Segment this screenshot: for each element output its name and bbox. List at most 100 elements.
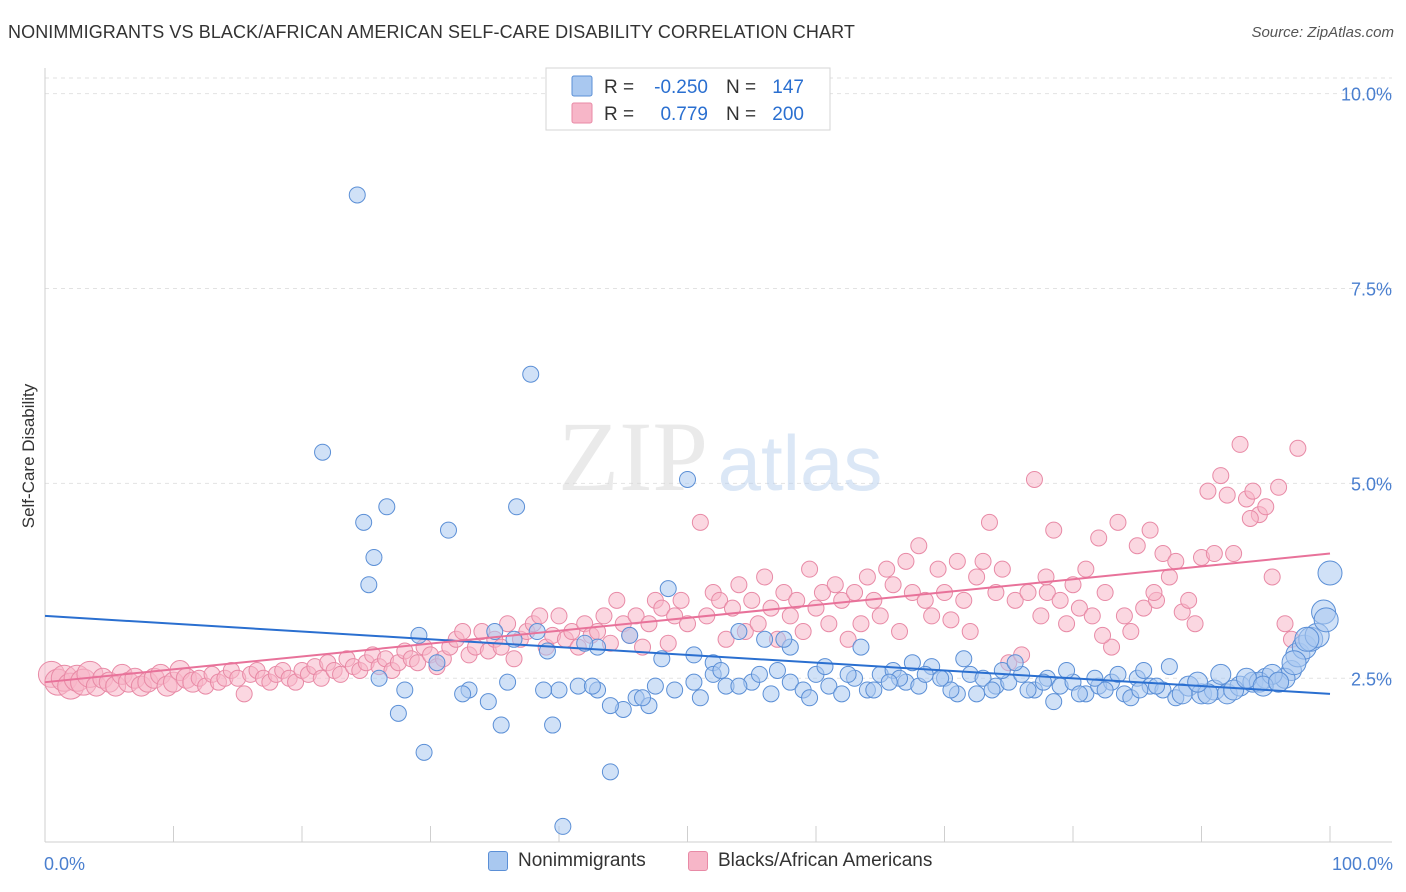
point-nonimmigrants — [932, 669, 950, 687]
point-blacks — [1058, 615, 1076, 633]
point-nonimmigrants — [1313, 607, 1339, 633]
point-nonimmigrants — [820, 677, 838, 695]
point-blacks — [1109, 513, 1127, 531]
point-blacks — [1083, 607, 1101, 625]
trend-lines — [44, 552, 1331, 695]
point-nonimmigrants — [1058, 661, 1076, 679]
point-nonimmigrants — [781, 673, 799, 691]
point-blacks — [1160, 568, 1178, 586]
point-nonimmigrants — [1187, 671, 1209, 693]
point-nonimmigrants — [852, 638, 870, 656]
point-nonimmigrants — [621, 626, 639, 644]
point-nonimmigrants — [1034, 673, 1052, 691]
point-nonimmigrants — [550, 681, 568, 699]
point-nonimmigrants — [583, 677, 601, 695]
point-blacks — [871, 607, 889, 625]
watermark-zip: ZIP — [558, 401, 708, 512]
legend-swatch — [488, 851, 508, 871]
point-nonimmigrants — [634, 689, 652, 707]
point-blacks — [640, 615, 658, 633]
point-blacks — [807, 599, 825, 617]
point-nonimmigrants — [775, 630, 793, 648]
point-blacks — [1154, 545, 1172, 563]
point-nonimmigrants — [365, 548, 383, 566]
point-nonimmigrants — [486, 623, 504, 641]
point-blacks — [891, 623, 909, 641]
point-blacks — [839, 630, 857, 648]
point-blacks — [897, 552, 915, 570]
point-blacks — [1231, 435, 1249, 453]
point-nonimmigrants — [508, 498, 526, 516]
legend-swatch-blacks — [571, 102, 593, 124]
point-nonimmigrants — [1019, 681, 1037, 699]
legend-r-value-1: -0.250 — [654, 77, 708, 98]
point-blacks — [672, 591, 690, 609]
point-blacks — [1180, 591, 1198, 609]
point-blacks — [1225, 545, 1243, 563]
point-nonimmigrants — [685, 673, 703, 691]
point-blacks — [858, 568, 876, 586]
point-blacks — [1218, 486, 1236, 504]
source-label: Source: ZipAtlas.com — [1251, 24, 1394, 41]
axes — [44, 68, 1392, 843]
point-blacks — [1103, 638, 1121, 656]
point-nonimmigrants — [1160, 658, 1178, 676]
series-legend: Nonimmigrants Blacks/African Americans — [0, 850, 1406, 880]
point-blacks — [968, 568, 986, 586]
point-blacks — [801, 560, 819, 578]
trend-line-nonimmigrants — [44, 614, 1331, 695]
point-nonimmigrants — [730, 623, 748, 641]
point-nonimmigrants — [1109, 665, 1127, 683]
legend-r-value-2: 0.779 — [660, 104, 708, 125]
point-blacks — [1051, 591, 1069, 609]
legend-r-label-1: R = — [604, 77, 634, 98]
watermark: ZIP atlas — [558, 401, 882, 512]
legend-item-nonimmigrants[interactable]: Nonimmigrants — [488, 850, 646, 872]
point-nonimmigrants — [1171, 683, 1193, 705]
point-blacks — [608, 591, 626, 609]
point-blacks — [563, 623, 581, 641]
point-blacks — [1205, 545, 1223, 563]
point-blacks — [980, 513, 998, 531]
point-blacks — [499, 615, 517, 633]
point-nonimmigrants — [410, 626, 428, 644]
point-nonimmigrants — [454, 685, 472, 703]
point-blacks — [1257, 498, 1275, 516]
point-nonimmigrants — [1131, 681, 1149, 699]
point-blacks — [730, 576, 748, 594]
point-blacks — [1019, 584, 1037, 602]
point-nonimmigrants — [360, 576, 378, 594]
point-nonimmigrants — [974, 669, 992, 687]
point-nonimmigrants — [816, 658, 834, 676]
point-nonimmigrants — [601, 697, 619, 715]
tick-labels: 2.5% 5.0% 7.5% 10.0% 0.0% 100.0% — [44, 85, 1393, 874]
point-blacks — [743, 591, 761, 609]
point-blacks — [852, 615, 870, 633]
point-nonimmigrants — [659, 580, 677, 598]
trend-line-blacks — [44, 552, 1331, 684]
point-blacks — [1096, 584, 1114, 602]
point-nonimmigrants — [355, 513, 373, 531]
point-blacks — [1212, 467, 1230, 485]
point-blacks — [1141, 521, 1159, 539]
legend-item-blacks[interactable]: Blacks/African Americans — [688, 850, 932, 872]
point-nonimmigrants — [492, 716, 510, 734]
point-nonimmigrants — [768, 661, 786, 679]
point-blacks — [961, 623, 979, 641]
legend-n-value-2: 200 — [772, 104, 804, 125]
point-nonimmigrants — [691, 689, 709, 707]
point-blacks — [1199, 482, 1217, 500]
point-nonimmigrants — [983, 681, 1001, 699]
point-blacks — [691, 513, 709, 531]
point-nonimmigrants — [666, 681, 684, 699]
legend-swatch-nonimmigrants — [571, 75, 593, 97]
point-blacks — [1045, 521, 1063, 539]
point-nonimmigrants — [499, 673, 517, 691]
point-nonimmigrants — [370, 669, 388, 687]
point-nonimmigrants — [646, 677, 664, 695]
point-blacks — [1122, 623, 1140, 641]
point-nonimmigrants — [762, 685, 780, 703]
point-blacks — [955, 591, 973, 609]
legend-label-blacks: Blacks/African Americans — [718, 850, 933, 871]
